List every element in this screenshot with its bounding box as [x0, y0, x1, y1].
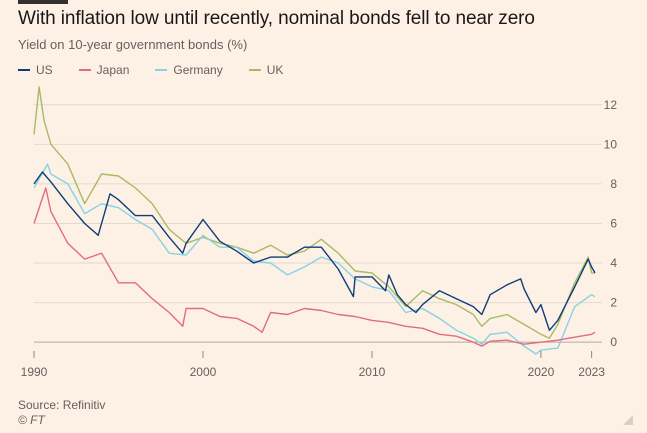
- axis-labels: 0 2 4 6 8 10 12 1990 2000 2010 2020 2023: [21, 98, 618, 379]
- series-line-us: [33, 171, 596, 331]
- legend-label-uk: UK: [266, 63, 284, 77]
- legend: US Japan Germany UK: [18, 63, 309, 77]
- legend-item-japan: Japan: [78, 63, 130, 77]
- series-line-germany: [33, 163, 596, 355]
- x-tick-label: 2000: [190, 365, 217, 379]
- legend-item-germany: Germany: [155, 63, 223, 77]
- series-line-japan: [33, 187, 596, 347]
- series-lines: [33, 86, 596, 355]
- legend-swatch-us: [18, 69, 30, 71]
- x-tick-label: 2020: [528, 365, 555, 379]
- x-tick-label: 2023: [578, 365, 605, 379]
- y-tick-label: 6: [610, 216, 617, 230]
- top-rule: [18, 0, 68, 4]
- x-tick-label: 1990: [21, 365, 48, 379]
- y-tick-label: 12: [604, 98, 618, 112]
- legend-label-japan: Japan: [96, 63, 130, 77]
- resize-corner-icon: [623, 415, 633, 425]
- legend-item-uk: UK: [248, 63, 284, 77]
- gridlines: [34, 104, 602, 343]
- legend-label-germany: Germany: [173, 63, 223, 77]
- y-tick-label: 10: [604, 137, 618, 151]
- source-note: Source: Refinitiv: [18, 398, 106, 412]
- y-tick-label: 8: [610, 177, 617, 191]
- y-tick-label: 4: [610, 256, 617, 270]
- y-tick-label: 2: [610, 296, 617, 310]
- legend-swatch-japan: [78, 69, 91, 71]
- chart-title: With inflation low until recently, nomin…: [18, 8, 535, 29]
- legend-swatch-germany: [155, 69, 168, 71]
- x-tick-label: 2010: [359, 365, 386, 379]
- legend-item-us: US: [18, 63, 53, 77]
- chart-subtitle: Yield on 10-year government bonds (%): [18, 37, 248, 52]
- series-line-uk: [33, 86, 595, 339]
- legend-label-us: US: [36, 63, 53, 77]
- y-tick-label: 0: [610, 335, 617, 349]
- legend-swatch-uk: [248, 69, 261, 71]
- credit-note: © FT: [18, 413, 45, 427]
